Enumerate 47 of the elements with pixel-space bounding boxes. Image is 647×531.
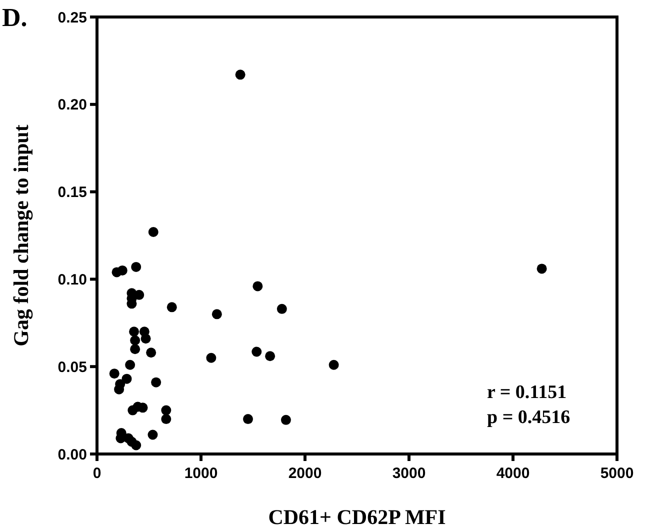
point [109,368,120,379]
point [276,304,287,314]
y-tick-label: 0.20 [58,96,87,114]
chart-title: D. [2,3,28,32]
point [130,335,140,346]
point [151,377,162,388]
point [140,334,151,344]
point [122,374,132,384]
point [252,281,263,292]
point [134,290,144,300]
annotation: p = 0.4516 [487,407,570,428]
x-tick-label: 0 [92,465,102,482]
point [129,326,140,337]
point [161,414,172,424]
y-tick-label: 0.10 [58,271,87,288]
x-axis-title: CD61+ CD62P MFI [268,505,446,529]
point [130,344,140,354]
y-tick-label: 0.25 [58,9,87,26]
point [212,309,222,320]
point [235,70,246,80]
x-tick-label: 4000 [496,465,530,482]
annotation: r = 0.1151 [487,382,567,403]
point [265,351,276,362]
point [146,348,156,358]
point [131,262,142,272]
x-tick-label: 5000 [600,465,634,482]
x-tick-label: 3000 [392,465,426,482]
y-tick-label: 0.15 [58,184,87,202]
point [114,384,124,394]
y-axis-title: Gag fold change to input [9,124,33,346]
x-tick-label: 1000 [184,465,218,482]
point [117,265,128,276]
y-tick-label: 0.05 [58,358,87,376]
point [280,414,291,425]
point [243,414,254,424]
point [328,360,339,370]
point [148,227,158,238]
point [131,440,142,450]
point [252,346,262,357]
point [166,302,177,312]
x-tick-label: 2000 [288,465,322,482]
point [206,352,216,363]
point [148,430,158,440]
point [536,264,547,274]
point [125,360,136,370]
y-tick-label: 0.00 [58,446,87,464]
point [161,405,172,416]
